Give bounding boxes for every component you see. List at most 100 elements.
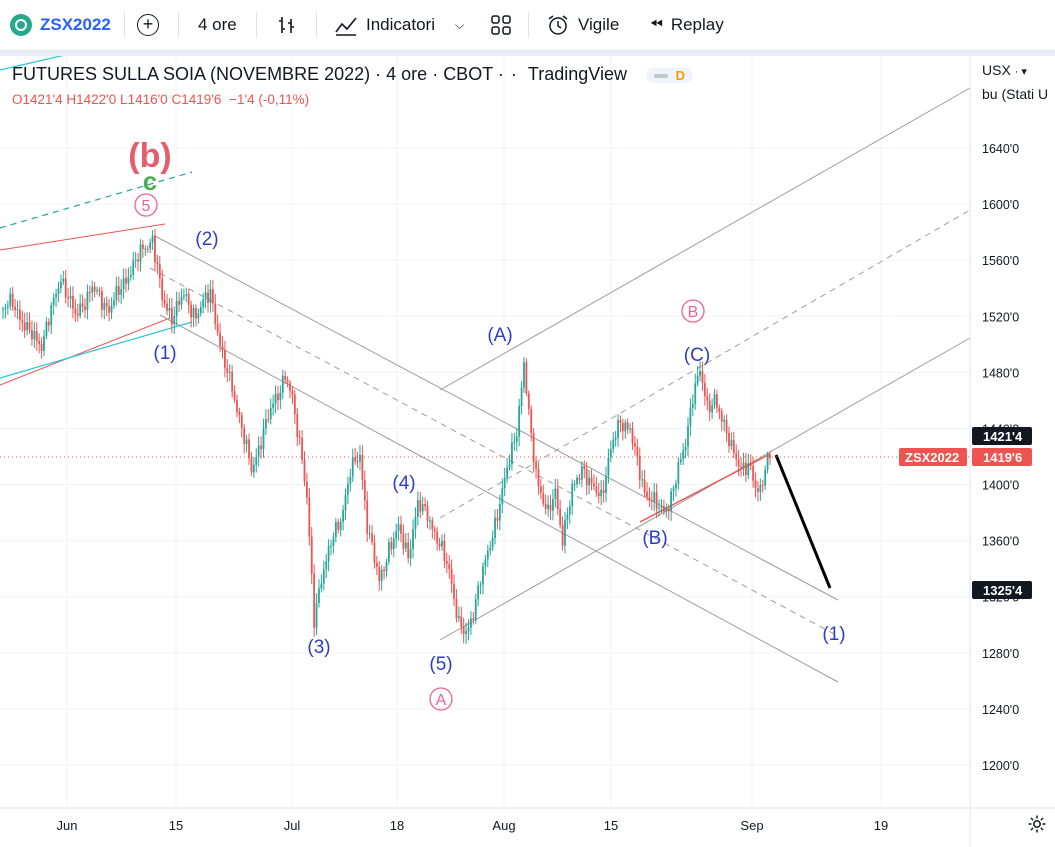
trendline-teal-dashed xyxy=(0,171,193,229)
candle-body xyxy=(764,469,767,486)
candle-body xyxy=(621,422,624,432)
candle-body xyxy=(45,322,48,336)
candle-body xyxy=(443,540,446,561)
candle-body xyxy=(607,457,610,477)
candle-body xyxy=(662,506,665,512)
candle-body xyxy=(16,309,19,311)
time-scale[interactable]: Jun 15 Jul 18 Aug 15 Sep 19 xyxy=(0,807,1055,833)
candle-body xyxy=(4,307,7,310)
legend-badge[interactable]: D xyxy=(645,67,693,83)
candle-body xyxy=(168,307,171,311)
candle-body xyxy=(96,290,98,292)
candle-body xyxy=(310,536,313,574)
chart-type-button[interactable] xyxy=(276,0,298,50)
candle-body xyxy=(711,405,714,413)
alert-button[interactable]: Vigile xyxy=(546,0,619,50)
candle-body xyxy=(238,411,241,416)
candle-body xyxy=(113,300,115,306)
x-tick-label: Jun xyxy=(57,818,78,833)
price-marker-label: 1325'4 xyxy=(983,583,1023,598)
candle-body xyxy=(243,427,246,444)
compare-button[interactable]: + xyxy=(137,0,159,50)
candle-body xyxy=(397,524,400,531)
candle-body xyxy=(544,503,547,509)
candle-body xyxy=(672,488,675,492)
candle-body xyxy=(262,428,265,450)
candle-body xyxy=(735,453,738,460)
price-marker-label: 1421'4 xyxy=(983,429,1023,444)
candle-body xyxy=(173,315,176,325)
candle-body xyxy=(552,499,554,511)
replay-button[interactable]: ⏪︎ Replay xyxy=(650,0,724,50)
indicators-button[interactable]: Indicatori ⌵ xyxy=(334,0,464,50)
candle-body xyxy=(441,540,443,547)
candle-body xyxy=(474,599,477,620)
candle-body xyxy=(240,415,243,428)
candle-body xyxy=(195,307,197,319)
candle-body xyxy=(40,344,43,351)
toolbar-divider xyxy=(124,12,125,38)
bars-chart-icon xyxy=(279,17,294,33)
candle-body xyxy=(713,394,716,406)
candle-body xyxy=(525,362,528,394)
candle-body xyxy=(766,454,769,470)
candle-body xyxy=(110,305,113,313)
gear-icon[interactable] xyxy=(1027,814,1047,834)
scale-unit[interactable]: bu (Stati U xyxy=(982,86,1048,102)
interval-button[interactable]: 4 ore xyxy=(198,0,237,50)
candle-body xyxy=(638,455,641,480)
layouts-button[interactable] xyxy=(490,0,512,50)
candle-body xyxy=(634,443,636,447)
y-tick-label: 1240'0 xyxy=(982,703,1019,717)
y-tick-label: 1520'0 xyxy=(982,310,1019,324)
candle-body xyxy=(141,244,144,249)
candle-body xyxy=(554,488,557,500)
currency-label: USX xyxy=(982,62,1011,78)
candle-body xyxy=(602,489,605,493)
x-tick-label: 15 xyxy=(604,818,618,833)
candle-body xyxy=(556,488,559,509)
candle-body xyxy=(204,292,207,300)
candle-body xyxy=(199,307,202,314)
candle-body xyxy=(192,307,195,318)
open-value: 1421'4 xyxy=(22,92,63,107)
candle-body xyxy=(84,306,86,310)
candle-body xyxy=(98,290,101,292)
candle-body xyxy=(330,545,332,547)
candle-body xyxy=(580,466,583,480)
candle-body xyxy=(588,477,591,486)
candle-body xyxy=(658,507,660,509)
candle-body xyxy=(197,313,200,319)
symbol-search[interactable]: ZSX2022 xyxy=(10,0,111,50)
candle-body xyxy=(513,441,516,443)
scale-currency[interactable]: USX · ▾ xyxy=(982,62,1027,78)
candle-body xyxy=(144,248,147,250)
candle-body xyxy=(520,387,523,407)
candle-body xyxy=(643,479,646,492)
price-marker xyxy=(972,581,1032,599)
candle-body xyxy=(436,531,439,544)
down-channel-upper xyxy=(154,235,839,601)
candle-body xyxy=(455,598,458,619)
candle-body xyxy=(655,492,658,509)
candle-body xyxy=(228,371,231,373)
candle-body xyxy=(81,303,84,307)
candle-body xyxy=(465,631,467,635)
candle-body xyxy=(597,492,600,497)
up-channel-upper xyxy=(439,87,971,391)
candle-body xyxy=(182,295,185,297)
y-tick-label: 1480'0 xyxy=(982,366,1019,380)
candle-body xyxy=(511,442,513,465)
candle-body xyxy=(26,322,29,331)
wave-label: 5 xyxy=(142,198,151,215)
change-value: −1'4 (-0,11%) xyxy=(229,92,310,107)
candle-body xyxy=(653,492,656,502)
replay-label: Replay xyxy=(670,15,724,34)
legend-title[interactable]: FUTURES SULLA SOIA (NOVEMBRE 2022) xyxy=(12,64,371,84)
candle-body xyxy=(339,521,342,530)
candle-body xyxy=(527,393,530,410)
candle-body xyxy=(667,509,670,512)
candle-body xyxy=(129,274,132,277)
candle-body xyxy=(23,322,26,331)
